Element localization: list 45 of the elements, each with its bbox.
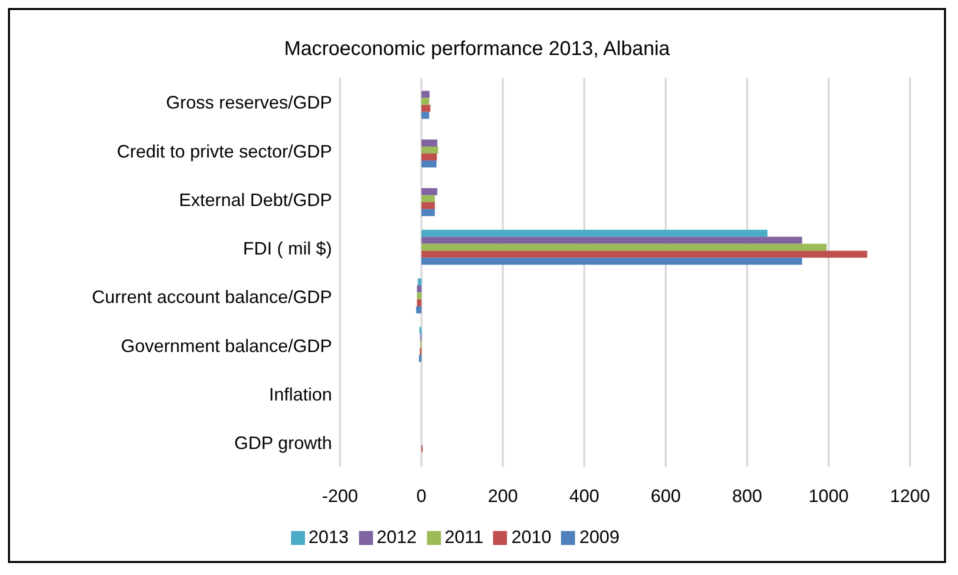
y-tick-label: Current account balance/GDP (92, 287, 332, 308)
legend-label: 2013 (308, 527, 349, 547)
bar (421, 98, 430, 105)
y-tick-label: Gross reserves/GDP (166, 92, 332, 113)
x-tick-label: 1000 (808, 486, 849, 506)
chart-title: Macroeconomic performance 2013, Albania (283, 38, 671, 62)
bar (421, 153, 437, 160)
bar (421, 236, 802, 244)
legend-label: 2012 (376, 527, 417, 547)
bar (421, 209, 435, 216)
bar (421, 112, 430, 119)
y-tick-label: Government balance/GDP (120, 336, 332, 356)
bar (421, 139, 438, 146)
x-tick-label: 800 (732, 486, 762, 506)
legend-label: 2010 (511, 527, 552, 547)
bar (416, 299, 422, 306)
y-tick-label: FDI ( mil $) (243, 238, 332, 259)
bar (421, 230, 768, 237)
x-tick-label: 0 (416, 486, 426, 506)
x-tick-label: -200 (322, 486, 358, 506)
bar (416, 306, 422, 314)
y-tick-label: GDP growth (234, 433, 332, 454)
bar (421, 244, 827, 251)
bar (416, 285, 422, 292)
legend-label: 2011 (444, 527, 484, 547)
x-tick-label: 200 (488, 486, 518, 506)
y-tick-label: External Debt/GDP (178, 190, 332, 210)
legend-label: 2009 (579, 527, 620, 547)
bar (421, 104, 430, 112)
x-tick-label: 1200 (890, 486, 930, 506)
bar (421, 202, 435, 210)
x-tick-label: 600 (650, 486, 681, 506)
bar (421, 195, 435, 202)
bar (421, 146, 438, 154)
y-tick-label: Credit to privte sector/GDP (116, 141, 332, 162)
bar (421, 160, 436, 168)
bar (421, 90, 430, 98)
bar (416, 292, 422, 300)
x-tick-label: 400 (569, 486, 600, 506)
bar (418, 354, 422, 362)
bar (418, 278, 422, 286)
bar (421, 250, 868, 258)
bar (421, 188, 438, 196)
y-tick-label: Inflation (268, 384, 332, 404)
bar (421, 258, 802, 265)
